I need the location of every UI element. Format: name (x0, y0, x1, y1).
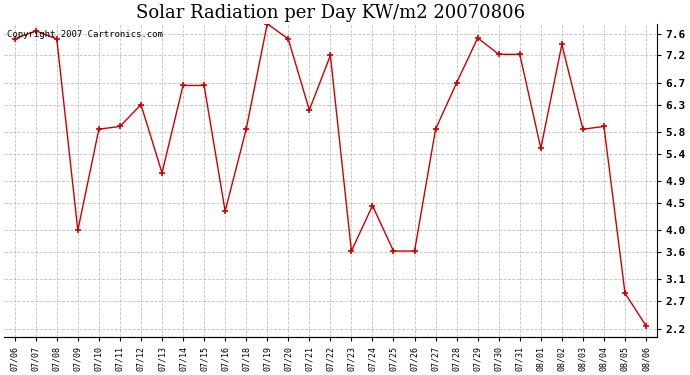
Title: Solar Radiation per Day KW/m2 20070806: Solar Radiation per Day KW/m2 20070806 (136, 4, 525, 22)
Text: Copyright 2007 Cartronics.com: Copyright 2007 Cartronics.com (8, 30, 164, 39)
